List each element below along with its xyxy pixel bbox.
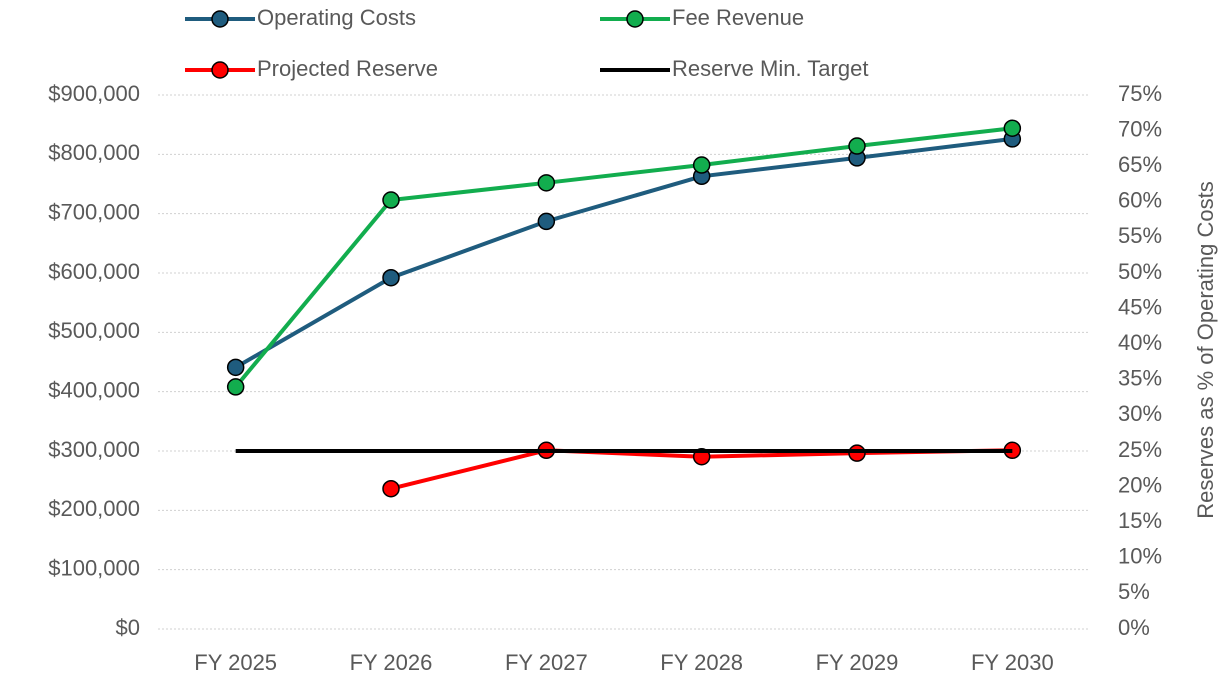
legend-label: Reserve Min. Target	[672, 56, 868, 81]
y2-tick-label: 50%	[1118, 259, 1162, 284]
y2-tick-label: 10%	[1118, 544, 1162, 569]
data-point	[382, 191, 400, 209]
data-point	[848, 137, 866, 155]
y-tick-label: $400,000	[48, 377, 140, 402]
data-point	[382, 268, 400, 287]
x-tick-label: FY 2030	[971, 650, 1054, 675]
y2-tick-label: 70%	[1118, 116, 1162, 141]
y-tick-label: $100,000	[48, 555, 140, 580]
y2-tick-label: 40%	[1118, 330, 1162, 355]
y2-tick-label: 60%	[1118, 188, 1162, 213]
legend-marker	[211, 10, 229, 28]
legend-marker	[626, 10, 644, 28]
y2-tick-label: 55%	[1118, 223, 1162, 248]
data-point	[382, 479, 400, 498]
y-tick-label: $800,000	[48, 140, 140, 165]
y2-tick-label: 65%	[1118, 152, 1162, 177]
x-tick-label: FY 2027	[505, 650, 588, 675]
y-tick-label: $600,000	[48, 259, 140, 284]
y-tick-label: $900,000	[48, 81, 140, 106]
legend-label: Fee Revenue	[672, 5, 804, 30]
y2-tick-label: 15%	[1118, 508, 1162, 533]
y2-tick-label: 0%	[1118, 615, 1150, 640]
data-point	[1003, 119, 1022, 137]
data-point	[226, 378, 245, 396]
x-tick-label: FY 2028	[660, 650, 743, 675]
y-tick-label: $0	[116, 615, 140, 640]
data-point	[226, 358, 245, 377]
y2-tick-label: 75%	[1118, 81, 1162, 106]
y2-tick-label: 25%	[1118, 437, 1162, 462]
legend-label: Operating Costs	[257, 5, 416, 30]
data-point	[692, 156, 711, 174]
x-tick-label: FY 2026	[350, 650, 433, 675]
series-line	[234, 136, 1013, 370]
y-tick-label: $300,000	[48, 437, 140, 462]
y-tick-label: $200,000	[48, 496, 140, 521]
y2-tick-label: 30%	[1118, 401, 1162, 426]
x-tick-label: FY 2025	[194, 650, 277, 675]
x-tick-label: FY 2029	[816, 650, 899, 675]
legend-label: Projected Reserve	[257, 56, 438, 81]
data-point	[537, 174, 556, 192]
data-point	[848, 444, 866, 462]
y2-tick-label: 5%	[1118, 579, 1150, 604]
y-tick-label: $700,000	[48, 199, 140, 224]
series-line	[234, 126, 1013, 389]
data-point	[537, 212, 556, 231]
y2-tick-label: 35%	[1118, 366, 1162, 391]
y2-tick-label: 45%	[1118, 294, 1162, 319]
legend-marker	[211, 61, 229, 79]
y2-axis-title: Reserves as % of Operating Costs	[1193, 181, 1218, 518]
y2-tick-label: 20%	[1118, 472, 1162, 497]
y-tick-label: $500,000	[48, 318, 140, 343]
